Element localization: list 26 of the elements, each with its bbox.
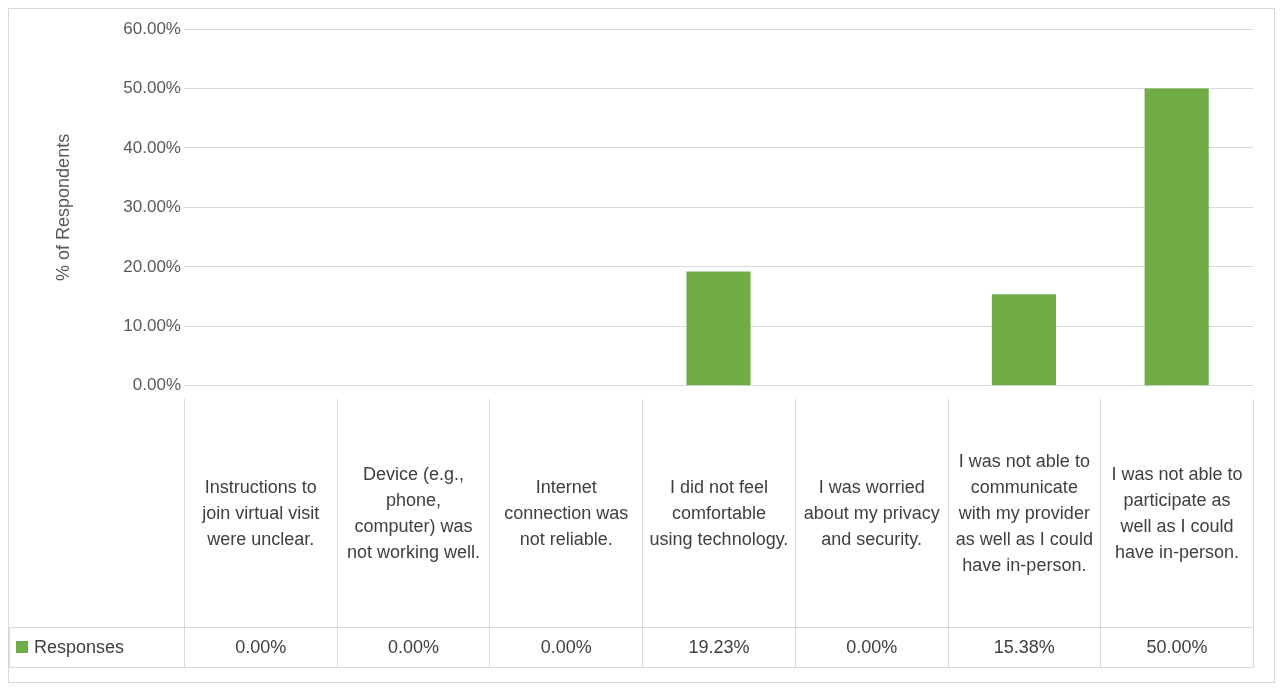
x-tick-label: Instructions to join virtual visit were unclear. bbox=[184, 399, 338, 627]
y-tick-label: 0.00% bbox=[132, 375, 181, 395]
x-tick-label: Device (e.g., phone, computer) was not working well. bbox=[337, 399, 490, 627]
y-axis-title: % of Respondents bbox=[52, 133, 73, 281]
y-tick-label: 30.00% bbox=[123, 197, 181, 217]
data-label: 0.00% bbox=[337, 627, 490, 667]
x-tick-label: I was not able to communicate with my provider as well as I could have in-person. bbox=[948, 399, 1101, 627]
y-tick-label: 20.00% bbox=[123, 256, 181, 276]
bar bbox=[991, 294, 1056, 386]
bar bbox=[686, 271, 751, 386]
legend-label: Responses bbox=[34, 637, 125, 657]
data-label: 15.38% bbox=[948, 627, 1101, 667]
data-label: 0.00% bbox=[795, 627, 949, 667]
data-label: 50.00% bbox=[1100, 627, 1254, 667]
x-tick-label: I was worried about my privacy and security. bbox=[795, 399, 949, 627]
y-tick-label: 60.00% bbox=[123, 18, 181, 38]
x-tick-label: I did not feel comfortable using technology. bbox=[642, 399, 796, 627]
y-tick-label: 50.00% bbox=[123, 78, 181, 98]
y-tick-label: 10.00% bbox=[123, 316, 181, 336]
data-label: 0.00% bbox=[489, 627, 643, 667]
x-tick-label: Internet connection was not reliable. bbox=[489, 399, 643, 627]
x-tick-label: I was not able to participate as well as I could have in-person. bbox=[1100, 399, 1254, 627]
y-tick-label: 40.00% bbox=[123, 137, 181, 157]
bar bbox=[1144, 88, 1209, 386]
data-label: 19.23% bbox=[642, 627, 796, 667]
data-label: 0.00% bbox=[184, 627, 338, 667]
